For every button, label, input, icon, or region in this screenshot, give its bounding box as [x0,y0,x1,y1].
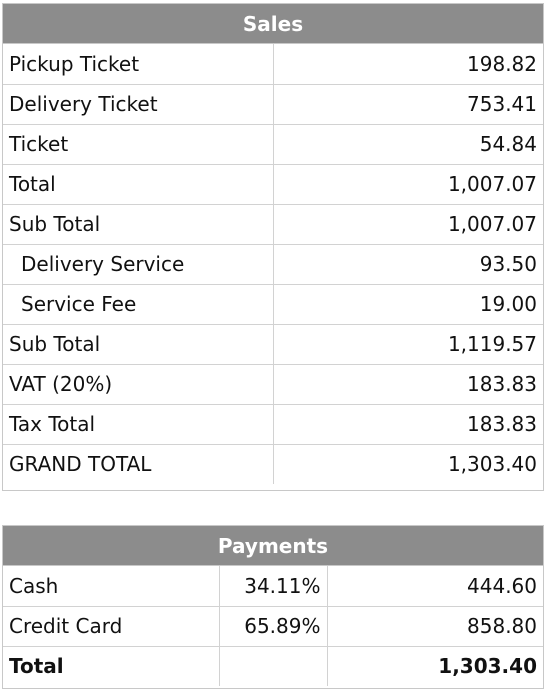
sales-row-value: 198.82 [272,44,543,84]
sales-row-value: 19.00 [272,283,543,324]
sales-row-value: 1,007.07 [272,203,543,244]
payments-total-row: Total 1,303.40 [3,645,543,686]
table-row: Sub Total 1,119.57 [3,323,543,364]
sales-row-value: 54.84 [272,123,543,164]
sales-row-label: Tax Total [3,403,273,444]
sales-row-label: Service Fee [3,283,273,324]
table-row: Delivery Ticket 753.41 [3,83,543,124]
table-row: GRAND TOTAL 1,303.40 [3,443,543,484]
table-row: Ticket 54.84 [3,123,543,164]
payment-percent: 65.89% [218,605,327,646]
sales-row-label: GRAND TOTAL [3,443,273,484]
payment-value: 858.80 [326,605,543,646]
payments-header: Payments [3,526,543,566]
payment-value: 444.60 [326,566,543,606]
table-row: Credit Card 65.89% 858.80 [3,605,543,646]
payments-total-label: Total [3,645,219,686]
table-row: VAT (20%) 183.83 [3,363,543,404]
sales-row-label: Ticket [3,123,273,164]
sales-row-value: 93.50 [272,243,543,284]
sales-row-label: Delivery Ticket [3,83,273,124]
payment-method-label: Cash [9,573,59,598]
payments-total-value: 1,303.40 [326,645,543,686]
sales-table: Pickup Ticket 198.82 Delivery Ticket 753… [3,44,543,484]
table-row: Pickup Ticket 198.82 [3,44,543,84]
table-row: Delivery Service 93.50 [3,243,543,284]
table-row: Service Fee 19.00 [3,283,543,324]
sales-row-label: Sub Total [3,203,273,244]
sales-row-label: VAT (20%) [3,363,273,404]
sales-row-value: 183.83 [272,403,543,444]
sales-row-label: Sub Total [3,323,273,364]
sales-row-value: 753.41 [272,83,543,124]
sales-row-label: Pickup Ticket [9,51,140,76]
sales-row-value: 1,007.07 [272,163,543,204]
table-row: Total 1,007.07 [3,163,543,204]
table-row: Cash 34.11% 444.60 [3,566,543,606]
sales-row-value: 1,119.57 [272,323,543,364]
sales-header: Sales [3,4,543,44]
payment-percent: 34.11% [218,566,327,606]
payments-total-percent [218,645,327,686]
sales-row-label: Delivery Service [3,243,273,284]
table-row: Sub Total 1,007.07 [3,203,543,244]
payment-method-label: Credit Card [3,605,219,646]
sales-row-label: Total [3,163,273,204]
sales-panel: Sales Pickup Ticket 198.82 Delivery Tick… [2,3,544,491]
sales-row-value: 183.83 [272,363,543,404]
table-row: Tax Total 183.83 [3,403,543,444]
payments-table: Cash 34.11% 444.60 Credit Card 65.89% 85… [3,566,543,686]
sales-row-value: 1,303.40 [272,443,543,484]
payments-panel: Payments Cash 34.11% 444.60 Credit Card … [2,525,544,689]
